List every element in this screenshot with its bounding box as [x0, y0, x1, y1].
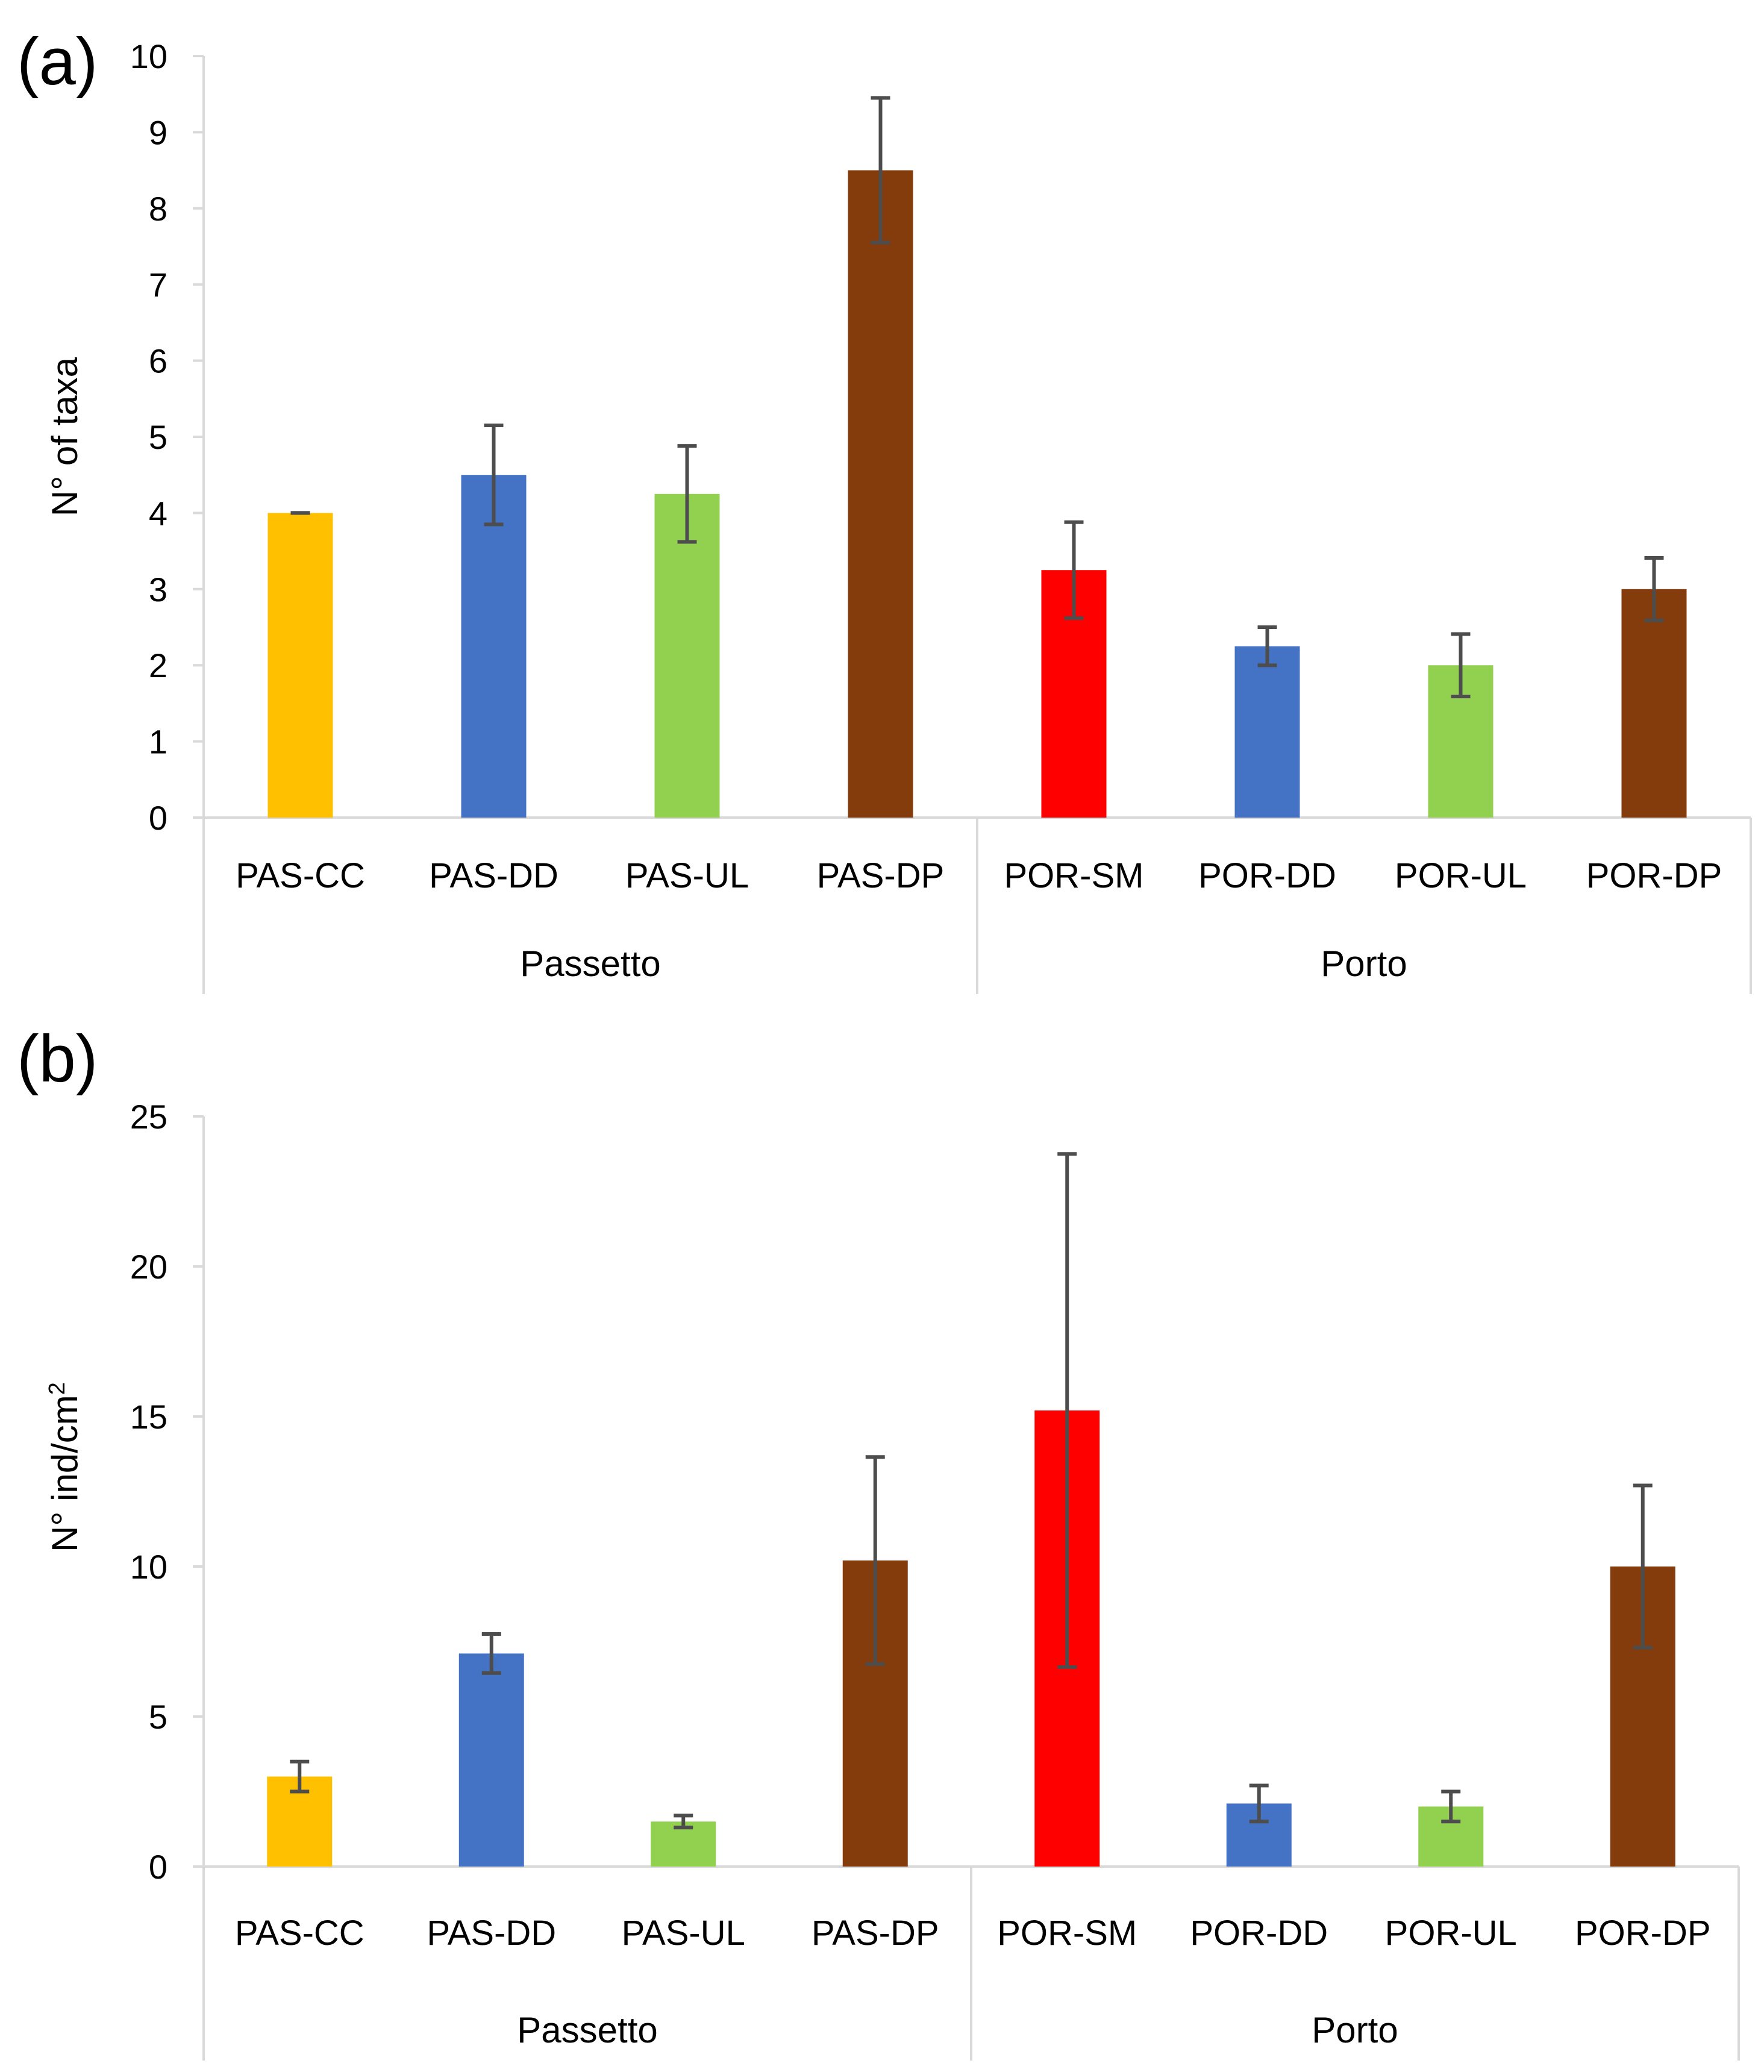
category-label: PAS-UL — [622, 1914, 745, 1953]
y-tick-label: 10 — [130, 37, 167, 75]
y-tick-label: 5 — [149, 1698, 167, 1736]
group-label: Passetto — [517, 2010, 657, 2050]
error-bar-pas-ul — [677, 444, 697, 544]
error-bar-por-ul — [1441, 1789, 1461, 1824]
error-bar-pas-dd — [484, 424, 504, 527]
category-label: PAS-CC — [235, 1914, 364, 1953]
group-label: Passetto — [520, 944, 660, 984]
chart-panel-2: (b) 0 5 10 15 20 25 Passetto Porto PAS-CC PAS-DD PA… — [17, 1022, 1740, 2061]
bar-por-dd — [1234, 646, 1300, 818]
error-bar-por-dp — [1633, 1483, 1653, 1650]
error-bar-pas-dp — [871, 96, 890, 245]
category-label: PAS-CC — [236, 856, 365, 895]
error-bar-por-sm — [1057, 1152, 1077, 1669]
error-bar-por-dd — [1249, 1783, 1269, 1824]
y-axis-title: N° ind/cm2 — [45, 1382, 85, 1552]
y-tick-label: 6 — [149, 342, 167, 380]
y-tick-label: 15 — [130, 1398, 167, 1436]
y-tick-label: 1 — [149, 723, 167, 761]
category-label: POR-SM — [1004, 856, 1144, 895]
category-label: PAS-DP — [812, 1914, 939, 1953]
category-label: PAS-DD — [429, 856, 558, 895]
y-tick-label: 20 — [130, 1248, 167, 1286]
bar-por-dp — [1621, 589, 1687, 818]
error-bar-pas-cc — [290, 1759, 310, 1794]
error-bar-por-ul — [1451, 632, 1471, 699]
panel-label: (a) — [17, 25, 98, 99]
bar-pas-ul — [654, 493, 720, 818]
bar-pas-dp — [848, 170, 913, 818]
category-label: POR-DP — [1586, 856, 1722, 895]
y-tick-label: 5 — [149, 418, 167, 456]
category-label: PAS-UL — [625, 856, 749, 895]
error-bar-pas-dd — [481, 1632, 501, 1675]
y-tick-label: 0 — [149, 799, 167, 837]
y-tick-label: 7 — [149, 266, 167, 304]
panel-label: (b) — [17, 1022, 98, 1096]
error-bar-por-sm — [1064, 520, 1084, 620]
category-label: PAS-DD — [427, 1914, 556, 1953]
category-label: POR-UL — [1385, 1914, 1517, 1953]
y-tick-label: 10 — [130, 1548, 167, 1586]
error-bar-pas-dp — [865, 1455, 885, 1666]
category-label: POR-DD — [1190, 1914, 1328, 1953]
y-tick-label: 0 — [149, 1848, 167, 1886]
y-tick-label: 8 — [149, 190, 167, 228]
category-label: POR-UL — [1395, 856, 1527, 895]
y-tick-label: 2 — [149, 646, 167, 684]
chart-panel-1: (a) 0 1 2 3 4 5 6 7 8 9 10 Passetto Porto PAS-CC PAS-DD… — [17, 25, 1752, 994]
y-tick-label: 4 — [149, 494, 167, 532]
y-tick-label: 3 — [149, 571, 167, 609]
category-label: PAS-DP — [817, 856, 945, 895]
group-label: Porto — [1321, 944, 1407, 984]
y-axis-title-superscript: 2 — [45, 1382, 70, 1395]
category-label: POR-DP — [1575, 1914, 1711, 1953]
y-axis-title: N° of taxa — [45, 357, 85, 516]
category-label: POR-DD — [1198, 856, 1336, 895]
bar-pas-dd — [458, 1653, 524, 1867]
category-label: POR-SM — [997, 1914, 1137, 1953]
group-label: Porto — [1312, 2010, 1398, 2050]
error-bar-pas-ul — [674, 1814, 693, 1830]
bar-pas-cc — [267, 513, 333, 818]
bar-pas-dd — [461, 475, 527, 818]
y-tick-label: 25 — [130, 1098, 167, 1136]
error-bar-por-dd — [1257, 625, 1277, 668]
y-tick-label: 9 — [149, 113, 167, 151]
error-bar-por-dp — [1644, 556, 1664, 622]
